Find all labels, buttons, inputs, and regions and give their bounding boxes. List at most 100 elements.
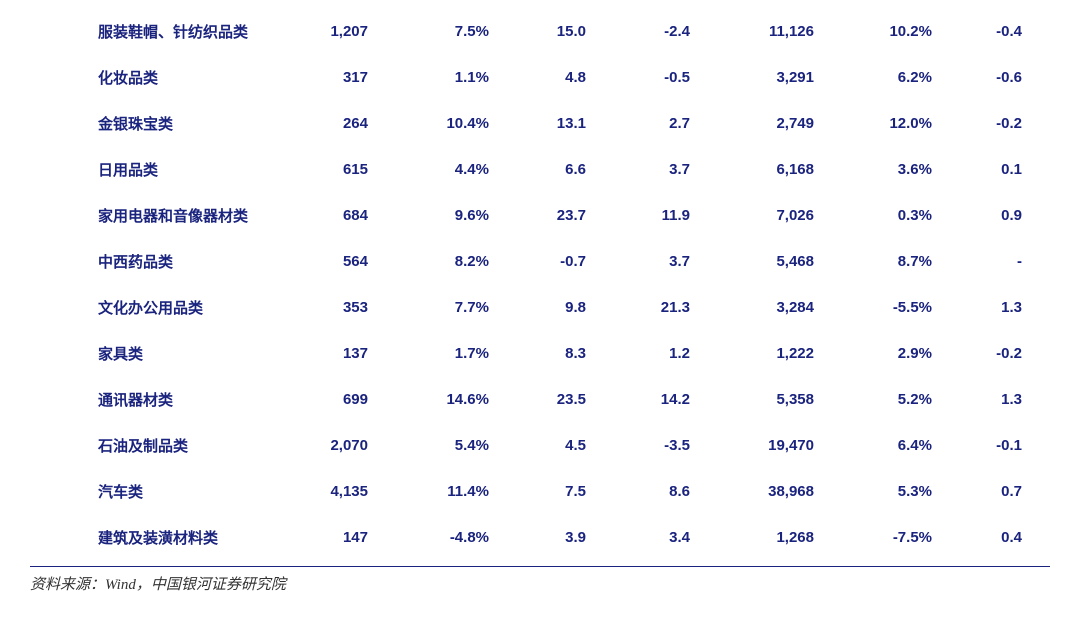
value-cell: 6.6: [515, 146, 620, 192]
category-cell: 服装鞋帽、针纺织品类: [30, 8, 310, 54]
value-cell: 3,284: [730, 284, 850, 330]
value-cell: 3,291: [730, 54, 850, 100]
value-cell: 11.4%: [410, 468, 515, 514]
value-cell: 11,126: [730, 8, 850, 54]
value-cell: 8.7%: [850, 238, 960, 284]
value-cell: 2,749: [730, 100, 850, 146]
value-cell: 317: [310, 54, 410, 100]
value-cell: 23.5: [515, 376, 620, 422]
value-cell: 8.2%: [410, 238, 515, 284]
value-cell: 0.3%: [850, 192, 960, 238]
table-row: 家具类1371.7%8.31.21,2222.9%-0.2: [30, 330, 1060, 376]
value-cell: 5.2%: [850, 376, 960, 422]
value-cell: 0.1: [960, 146, 1060, 192]
value-cell: -: [960, 238, 1060, 284]
value-cell: 3.6%: [850, 146, 960, 192]
value-cell: 3.7: [620, 146, 730, 192]
value-cell: -2.4: [620, 8, 730, 54]
value-cell: 2.9%: [850, 330, 960, 376]
table-row: 化妆品类3171.1%4.8-0.53,2916.2%-0.6: [30, 54, 1060, 100]
value-cell: 4.5: [515, 422, 620, 468]
table-row: 金银珠宝类26410.4%13.12.72,74912.0%-0.2: [30, 100, 1060, 146]
table-body: 服装鞋帽、针纺织品类1,2077.5%15.0-2.411,12610.2%-0…: [30, 8, 1060, 560]
table-row: 建筑及装潢材料类147-4.8%3.93.41,268-7.5%0.4: [30, 514, 1060, 560]
value-cell: 6.2%: [850, 54, 960, 100]
value-cell: 5,358: [730, 376, 850, 422]
value-cell: 3.7: [620, 238, 730, 284]
table-row: 通讯器材类69914.6%23.514.25,3585.2%1.3: [30, 376, 1060, 422]
value-cell: 9.8: [515, 284, 620, 330]
value-cell: -4.8%: [410, 514, 515, 560]
value-cell: 4,135: [310, 468, 410, 514]
category-cell: 中西药品类: [30, 238, 310, 284]
category-cell: 文化办公用品类: [30, 284, 310, 330]
value-cell: 21.3: [620, 284, 730, 330]
value-cell: 615: [310, 146, 410, 192]
value-cell: 8.6: [620, 468, 730, 514]
value-cell: 4.4%: [410, 146, 515, 192]
value-cell: 9.6%: [410, 192, 515, 238]
value-cell: 1.3: [960, 284, 1060, 330]
value-cell: 19,470: [730, 422, 850, 468]
table-row: 石油及制品类2,0705.4%4.5-3.519,4706.4%-0.1: [30, 422, 1060, 468]
value-cell: 3.9: [515, 514, 620, 560]
value-cell: 3.4: [620, 514, 730, 560]
value-cell: 15.0: [515, 8, 620, 54]
value-cell: 353: [310, 284, 410, 330]
category-cell: 日用品类: [30, 146, 310, 192]
value-cell: -7.5%: [850, 514, 960, 560]
value-cell: 1,222: [730, 330, 850, 376]
value-cell: 7.5%: [410, 8, 515, 54]
value-cell: 0.4: [960, 514, 1060, 560]
value-cell: 1.1%: [410, 54, 515, 100]
value-cell: 2,070: [310, 422, 410, 468]
value-cell: -3.5: [620, 422, 730, 468]
category-cell: 通讯器材类: [30, 376, 310, 422]
value-cell: 12.0%: [850, 100, 960, 146]
value-cell: 0.7: [960, 468, 1060, 514]
table-row: 服装鞋帽、针纺织品类1,2077.5%15.0-2.411,12610.2%-0…: [30, 8, 1060, 54]
table-row: 中西药品类5648.2%-0.73.75,4688.7%-: [30, 238, 1060, 284]
value-cell: 13.1: [515, 100, 620, 146]
value-cell: -0.2: [960, 330, 1060, 376]
value-cell: 10.4%: [410, 100, 515, 146]
value-cell: 4.8: [515, 54, 620, 100]
value-cell: 1,268: [730, 514, 850, 560]
value-cell: 137: [310, 330, 410, 376]
value-cell: 2.7: [620, 100, 730, 146]
value-cell: 6,168: [730, 146, 850, 192]
table-row: 汽车类4,13511.4%7.58.638,9685.3%0.7: [30, 468, 1060, 514]
table-row: 家用电器和音像器材类6849.6%23.711.97,0260.3%0.9: [30, 192, 1060, 238]
value-cell: 23.7: [515, 192, 620, 238]
value-cell: 1.3: [960, 376, 1060, 422]
value-cell: -0.6: [960, 54, 1060, 100]
value-cell: 684: [310, 192, 410, 238]
value-cell: 1,207: [310, 8, 410, 54]
value-cell: -0.7: [515, 238, 620, 284]
table-row: 日用品类6154.4%6.63.76,1683.6%0.1: [30, 146, 1060, 192]
value-cell: 564: [310, 238, 410, 284]
value-cell: 7.5: [515, 468, 620, 514]
value-cell: 8.3: [515, 330, 620, 376]
category-cell: 家用电器和音像器材类: [30, 192, 310, 238]
value-cell: -0.1: [960, 422, 1060, 468]
category-cell: 金银珠宝类: [30, 100, 310, 146]
category-cell: 汽车类: [30, 468, 310, 514]
category-cell: 建筑及装潢材料类: [30, 514, 310, 560]
value-cell: 7,026: [730, 192, 850, 238]
value-cell: -5.5%: [850, 284, 960, 330]
value-cell: 1.7%: [410, 330, 515, 376]
table-row: 文化办公用品类3537.7%9.821.33,284-5.5%1.3: [30, 284, 1060, 330]
value-cell: 0.9: [960, 192, 1060, 238]
value-cell: 147: [310, 514, 410, 560]
category-cell: 石油及制品类: [30, 422, 310, 468]
value-cell: 14.6%: [410, 376, 515, 422]
value-cell: 5.4%: [410, 422, 515, 468]
value-cell: 264: [310, 100, 410, 146]
value-cell: 699: [310, 376, 410, 422]
source-footnote: 资料来源：Wind，中国银河证券研究院: [0, 567, 1080, 594]
value-cell: 11.9: [620, 192, 730, 238]
category-cell: 化妆品类: [30, 54, 310, 100]
value-cell: -0.5: [620, 54, 730, 100]
value-cell: 6.4%: [850, 422, 960, 468]
